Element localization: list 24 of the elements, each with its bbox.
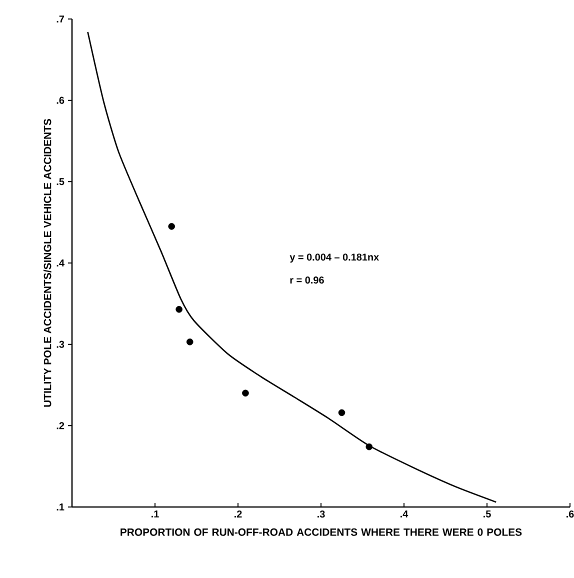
x-tick-label: .5 [484,510,491,518]
annotation: r = 0.96 [290,276,324,284]
point [186,338,194,346]
point [168,222,175,230]
y-tick-label: .4 [56,260,64,266]
x-tick-label: .6 [566,510,574,518]
y-tick-label: .2 [56,422,64,430]
y-tick-label: .3 [56,340,64,348]
x-axis-title: PROPORTION OF RUN-OFF-ROAD ACCIDENTS WHERE THERE WERE 0 POLES [120,528,522,536]
point [366,443,373,450]
x-tick-label: .3 [318,510,325,518]
x-tick-label: .4 [400,510,408,518]
annotation: y = 0.004 – 0.181nx [290,254,380,263]
x-tick-label: .1 [152,510,159,518]
y-tick-label: .1 [56,504,64,510]
y-axis-title: UTILITY POLE ACCIDENTS/SINGLE VEHICLE ACCIDENTS [44,118,52,407]
point [176,306,182,313]
y-tick-label: .5 [56,178,64,186]
y-tick-label: .6 [56,96,64,104]
point [338,409,346,416]
point [242,390,249,397]
line-series [87,31,497,503]
y-tick-label: .7 [56,16,64,22]
x-tick-label: .2 [234,510,242,518]
